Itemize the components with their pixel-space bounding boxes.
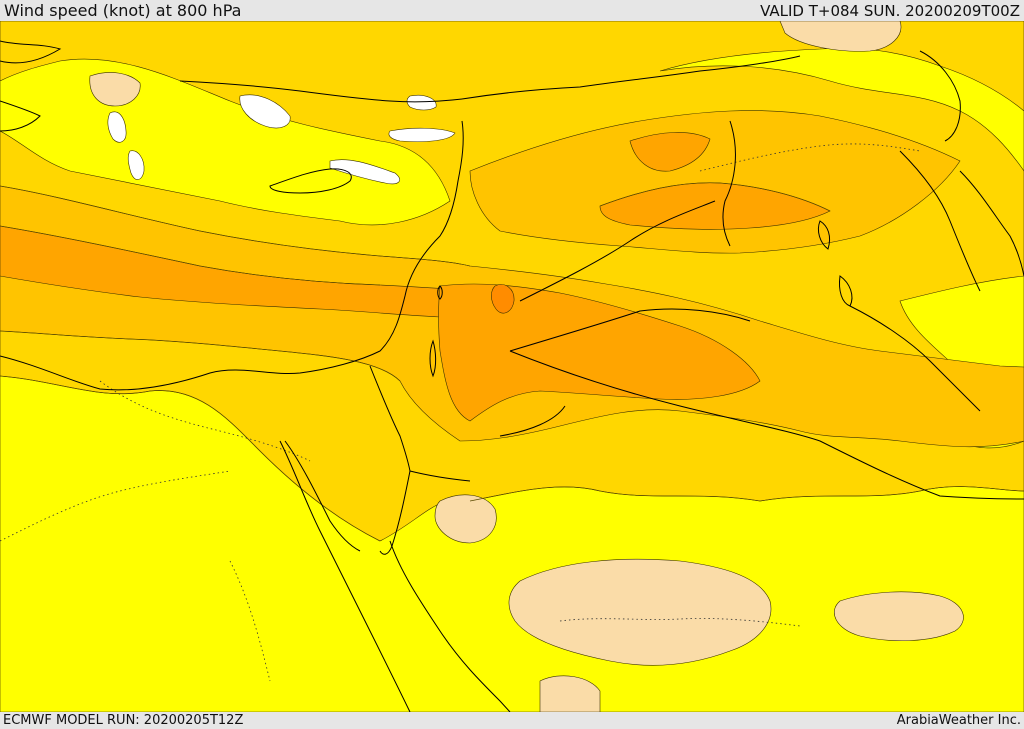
border-turkey-syria [461,55,801,100]
field-white-6 [406,94,437,111]
coast-red-sea-east [389,540,511,712]
field-white-1 [239,94,291,129]
field-light-east [834,591,964,642]
contour-1 [0,185,471,267]
coast-persian-gulf [899,150,981,292]
field-light-ne [779,21,902,52]
coast-gulf-aqaba [379,470,411,555]
field-deep-spot [491,284,515,314]
border-jordan-iraq [509,308,751,352]
border-dotted-2 [559,618,801,627]
coast-cyprus [269,168,352,194]
field-white-2 [388,127,456,143]
contour-2 [0,330,401,382]
field-orange-patch-north [629,132,711,172]
header-bar: Wind speed (knot) at 800 hPa VALID T+084… [0,0,1024,21]
coast-mediterranean-south [0,120,464,391]
coastlines [0,40,1024,712]
contour-6 [599,182,831,212]
footer-bar: ECMWF MODEL RUN: 20200205T12Z ArabiaWeat… [0,712,1024,729]
field-light-sinai [434,494,497,544]
border-saudi-north [509,350,1024,500]
field-yellow-east [659,47,1024,172]
coast-turkey-south [179,80,463,103]
coast-saudi-east [849,305,981,412]
coast-aegean [0,100,41,132]
coast-caspian [919,50,961,142]
border-dotted-4 [699,143,921,172]
model-run: ECMWF MODEL RUN: 20200205T12Z [3,713,244,728]
coast-gulf-suez [284,440,361,552]
dotted-borders [0,143,921,682]
field-amber-east [469,110,961,254]
field-light-north [89,72,141,107]
coast-black-sea-islands [0,40,62,64]
field-light-south-east [539,675,601,712]
map-title: Wind speed (knot) at 800 hPa [4,1,242,20]
coast-iran-south [959,170,1024,277]
credit: ArabiaWeather Inc. [896,713,1021,728]
border-iraq-iran [722,120,736,247]
coast-bahrain [817,220,831,250]
map-canvas [0,21,1024,712]
border-saudi-jordan [499,405,566,437]
border-dotted-3 [99,380,311,462]
coast-red-sea-west [279,440,411,712]
border-dotted-5 [229,560,271,682]
coast-lake-tiberias [437,285,443,300]
valid-time: VALID T+084 SUN. 20200209T00Z [760,2,1020,20]
field-light-arabia [508,558,772,666]
field-orange-band-jordan [438,283,761,422]
coast-dead-sea [429,339,437,378]
contour-5 [0,225,381,286]
wind-speed-map [0,21,1024,712]
contour-4 [469,486,1024,502]
border-syria-iraq [519,200,716,302]
border-sinai-east [409,470,471,482]
field-white-5 [127,150,145,180]
field-white-4 [107,111,127,143]
border-egypt-israel [369,365,411,472]
